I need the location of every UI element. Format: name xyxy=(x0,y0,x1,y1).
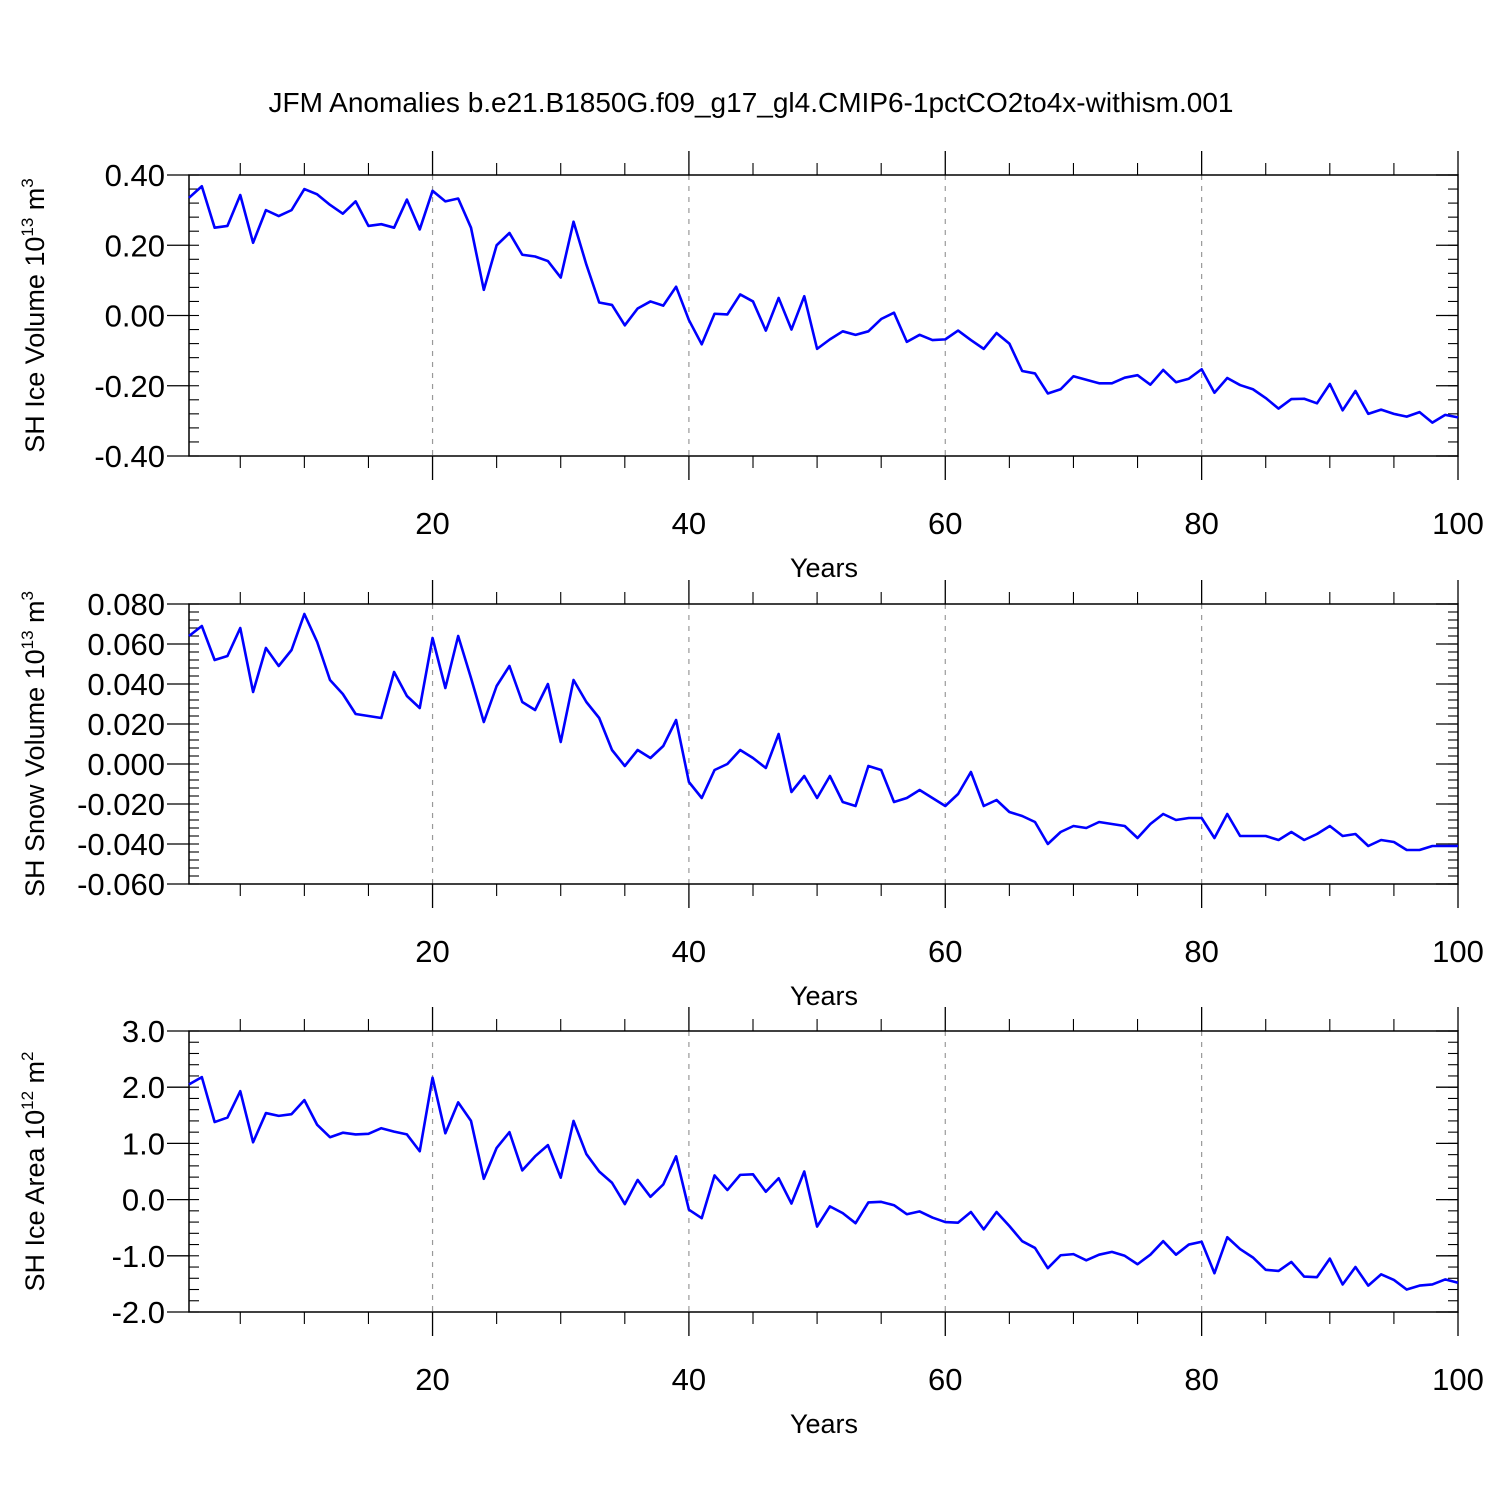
y-tick-label: -0.060 xyxy=(77,867,165,902)
y-tick-label: 0.060 xyxy=(87,627,165,662)
x-tick-label: 100 xyxy=(1432,506,1484,541)
y-tick-label: -0.040 xyxy=(77,827,165,862)
y-tick-label: -0.020 xyxy=(77,787,165,822)
y-axis-label-exponent: 12 xyxy=(18,1091,37,1110)
figure-title: JFM Anomalies b.e21.B1850G.f09_g17_gl4.C… xyxy=(269,87,1234,118)
y-tick-label: 0.20 xyxy=(105,228,165,263)
x-tick-label: 100 xyxy=(1432,1362,1484,1397)
x-tick-label: 60 xyxy=(928,1362,962,1397)
y-tick-label: -0.40 xyxy=(94,439,165,474)
panels: 20 40 60 80 100 -0.40 -0.20 0.00 0.20 0.40 Years SH… xyxy=(18,151,1484,1439)
y-axis-label-text: SH Ice Volume 10 xyxy=(20,237,50,453)
series-line-ice-volume xyxy=(188,184,1459,424)
y-tick-label: 1.0 xyxy=(122,1126,165,1161)
x-axis-label: Years xyxy=(790,1409,858,1439)
x-tick-label: 40 xyxy=(672,1362,706,1397)
series-line-ice-area xyxy=(188,1075,1459,1291)
y-axis-label: SH Ice Volume 1013 m3 xyxy=(18,178,50,453)
y-tick-label: -0.20 xyxy=(94,369,165,404)
y-axis-label-exponent: 13 xyxy=(18,218,37,237)
y-tick-label: 0.00 xyxy=(105,299,165,334)
x-tick-label: 80 xyxy=(1184,934,1218,969)
panel-ice-area: 20 40 60 80 100 -2.0 -1.0 0.0 1.0 2.0 3.0 Years SH I… xyxy=(18,1007,1484,1439)
y-axis-label-text: SH Snow Volume 10 xyxy=(20,649,50,897)
y-axis-label-unit-exponent: 3 xyxy=(18,591,37,600)
y-tick-label: 3.0 xyxy=(122,1014,165,1049)
x-tick-label: 20 xyxy=(415,934,449,969)
x-tick-label: 40 xyxy=(672,934,706,969)
x-tick-label: 20 xyxy=(415,1362,449,1397)
y-axis-label-unit: m xyxy=(20,600,50,630)
plot-frame xyxy=(188,174,1459,457)
plot-frame xyxy=(188,603,1459,885)
y-axis-label-text: SH Ice Area 10 xyxy=(20,1110,50,1292)
series-line-snow-volume xyxy=(188,612,1458,852)
y-tick-label: 0.40 xyxy=(105,158,165,193)
y-axis-label-unit-exponent: 3 xyxy=(18,178,37,187)
y-axis-label-unit-exponent: 2 xyxy=(18,1052,37,1061)
y-tick-label: -2.0 xyxy=(112,1295,165,1330)
x-tick-label: 20 xyxy=(415,506,449,541)
y-tick-label: 0.020 xyxy=(87,707,165,742)
y-tick-label: 0.0 xyxy=(122,1183,165,1218)
x-tick-label: 100 xyxy=(1432,934,1484,969)
y-tick-label: 0.080 xyxy=(87,587,165,622)
panel-snow-volume: 20 40 60 80 100 -0.060 -0.040 -0.020 0.000 0.020 0… xyxy=(18,580,1484,1011)
x-axis-label: Years xyxy=(790,553,858,583)
x-tick-label: 60 xyxy=(928,934,962,969)
y-tick-label: -1.0 xyxy=(112,1239,165,1274)
x-tick-label: 60 xyxy=(928,506,962,541)
x-tick-label: 80 xyxy=(1184,1362,1218,1397)
y-axis-label: SH Snow Volume 1013 m3 xyxy=(18,591,50,897)
y-axis-label: SH Ice Area 1012 m2 xyxy=(18,1052,50,1292)
x-tick-label: 40 xyxy=(672,506,706,541)
y-axis-label-unit: m xyxy=(20,188,50,218)
panel-ice-volume: 20 40 60 80 100 -0.40 -0.20 0.00 0.20 0.40 Years SH… xyxy=(18,151,1484,583)
y-tick-label: 0.040 xyxy=(87,667,165,702)
y-axis-label-unit: m xyxy=(20,1061,50,1091)
plot-frame xyxy=(188,1030,1459,1313)
x-axis-label: Years xyxy=(790,981,858,1011)
y-axis-label-exponent: 13 xyxy=(18,630,37,649)
y-tick-label: 2.0 xyxy=(122,1070,165,1105)
y-tick-label: 0.000 xyxy=(87,747,165,782)
x-tick-label: 80 xyxy=(1184,506,1218,541)
